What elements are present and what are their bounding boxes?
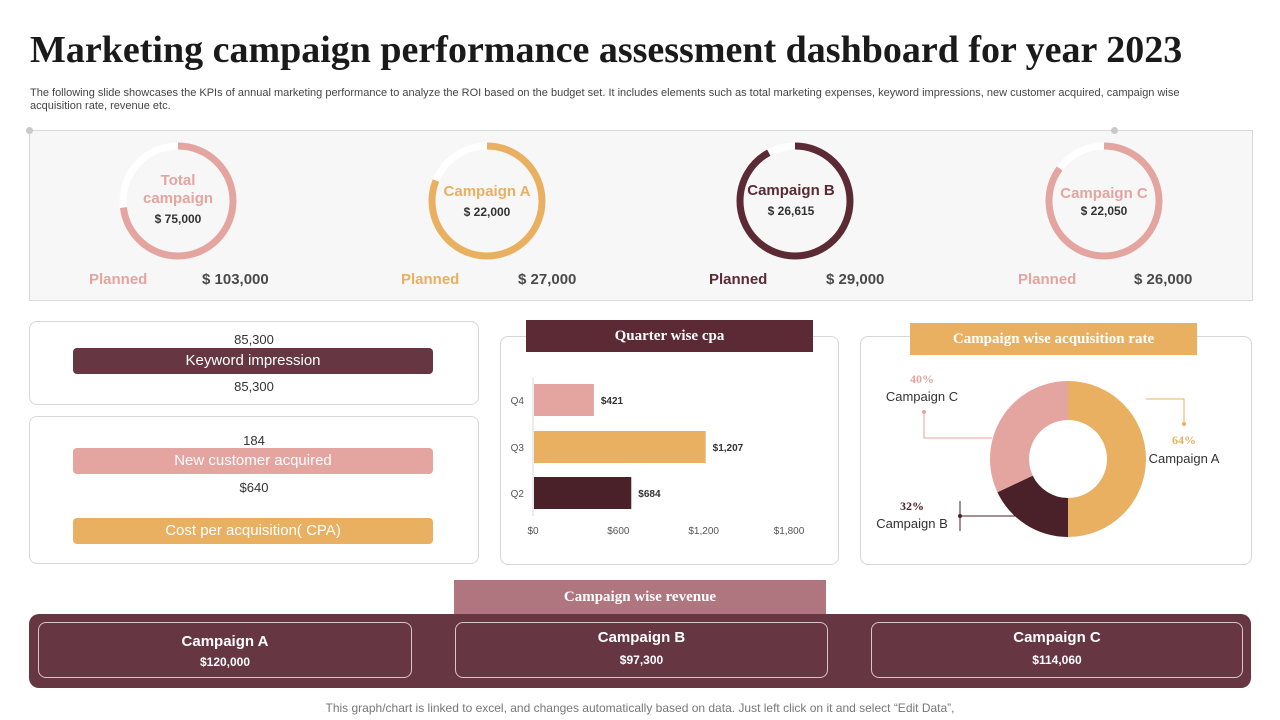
keyword-top-value: 85,300	[234, 332, 274, 347]
revenue-box-a: Campaign A $120,000	[38, 622, 412, 678]
bar-category-label: Q2	[511, 489, 525, 500]
customer-card: 184 New customer acquired $640 Cost per …	[29, 416, 479, 564]
leader-line	[1146, 398, 1185, 424]
kpi-ring-campaign-c	[1045, 142, 1163, 260]
bar	[534, 477, 632, 509]
bar-value-label: $421	[601, 396, 624, 407]
leader-line	[923, 412, 992, 439]
x-tick-label: $1,800	[774, 526, 805, 537]
kpi-value: $ 22,050	[1080, 204, 1128, 218]
kpi-ring-campaign-a	[428, 142, 546, 260]
revenue-value: $97,300	[619, 653, 664, 667]
ring-progress-arc	[1045, 142, 1163, 260]
donut-slice-label: Campaign B	[876, 516, 948, 531]
kpi-name: Total campaign	[143, 172, 214, 207]
page-subtitle: The following slide showcases the KPIs o…	[30, 87, 1180, 112]
acquisition-donut-chart: 64% Campaign A 40% Campaign C 32% Campaign B	[876, 372, 1220, 537]
customer-count: 184	[243, 433, 265, 448]
donut-percent-label: 32%	[900, 499, 924, 513]
x-tick-label: $600	[607, 526, 630, 537]
revenue-box-b: Campaign B $97,300	[455, 622, 828, 678]
kpi-campaign-b: Campaign B $ 26,615	[731, 182, 851, 218]
kpi-campaign-c: Campaign C $ 22,050	[1044, 185, 1164, 218]
kpi-value: $ 75,000	[154, 212, 202, 226]
donut-percent-label: 64%	[1172, 433, 1196, 447]
donut-slice	[1068, 381, 1146, 537]
planned-label: Planned	[401, 271, 460, 288]
revenue-value: $114,060	[1032, 653, 1082, 667]
donut-slice-label: Campaign A	[1149, 451, 1220, 466]
planned-label: Planned	[1018, 271, 1077, 288]
ring-progress-arc	[736, 142, 854, 260]
customer-cpa-value: $640	[239, 480, 269, 495]
footer-note: This graph/chart is linked to excel, and…	[325, 701, 955, 715]
leader-dot	[1182, 422, 1186, 426]
planned-label: Planned	[89, 271, 148, 288]
planned-value: $ 26,000	[1134, 271, 1193, 288]
kpi-total: Total campaign $ 75,000	[118, 172, 238, 226]
revenue-name: Campaign C	[1013, 629, 1101, 646]
revenue-value: $120,000	[199, 655, 251, 669]
bar-value-label: $1,207	[713, 443, 744, 454]
revenue-title: Campaign wise revenue	[454, 580, 826, 614]
planned-value: $ 29,000	[826, 271, 885, 288]
decor-dot-right	[1111, 127, 1118, 134]
leader-dot	[958, 514, 962, 518]
cpa-chart-title: Quarter wise cpa	[526, 320, 813, 352]
kpi-value: $ 22,000	[463, 205, 511, 219]
planned-value: $ 27,000	[518, 271, 577, 288]
page-title: Marketing campaign performance assessmen…	[30, 29, 1183, 71]
kpi-ring-total	[119, 142, 237, 260]
kpi-value: $ 26,615	[767, 204, 815, 218]
kpi-name: Campaign B	[747, 182, 835, 199]
bar-value-label: $684	[638, 489, 661, 500]
kpi-name: Campaign A	[443, 183, 531, 200]
donut-slice-label: Campaign C	[886, 389, 958, 404]
bar	[534, 431, 706, 463]
planned-value: $ 103,000	[202, 271, 269, 288]
revenue-box-c: Campaign C $114,060	[871, 622, 1243, 678]
kpi-name: Campaign C	[1060, 185, 1148, 202]
bar	[534, 384, 594, 416]
acquisition-chart-title: Campaign wise acquisition rate	[910, 323, 1197, 355]
donut-percent-label: 40%	[910, 372, 934, 386]
kpi-campaign-a: Campaign A $ 22,000	[427, 183, 547, 219]
revenue-band: Campaign A $120,000 Campaign B $97,300 C…	[29, 614, 1251, 688]
decor-dot-left	[26, 127, 33, 134]
revenue-name: Campaign B	[597, 629, 686, 646]
planned-label: Planned	[709, 271, 768, 288]
ring-progress-arc	[119, 142, 237, 260]
keyword-impression-label: Keyword impression	[73, 348, 433, 374]
keyword-bottom-value: 85,300	[234, 379, 274, 394]
kpi-ring-campaign-b	[736, 142, 854, 260]
cpa-label: Cost per acquisition( CPA)	[73, 518, 433, 544]
leader-dot	[922, 410, 926, 414]
bar-category-label: Q4	[511, 396, 525, 407]
ring-progress-arc	[428, 142, 546, 260]
donut-slice	[990, 381, 1068, 493]
new-customer-label: New customer acquired	[73, 448, 433, 474]
keyword-card: 85,300 Keyword impression 85,300	[29, 321, 479, 405]
cpa-bar-chart: Q4 $421 Q3 $1,207 Q2 $684 $0 $600 $1,200 $1,800	[511, 378, 805, 537]
x-tick-label: $1,200	[688, 526, 719, 537]
x-tick-label: $0	[527, 526, 539, 537]
donut-slice	[997, 475, 1068, 537]
bar-category-label: Q3	[511, 443, 525, 454]
revenue-name: Campaign A	[181, 633, 269, 650]
